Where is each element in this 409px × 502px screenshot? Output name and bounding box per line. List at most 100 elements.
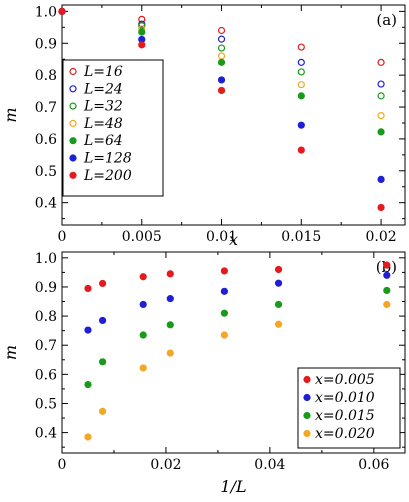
legend-marker [69, 137, 77, 145]
data-point-L=128 [297, 121, 305, 129]
legend-label: L=64 [83, 133, 123, 149]
y-tick-label: 0.8 [35, 68, 57, 84]
legend-label: L=24 [83, 81, 123, 97]
y-tick-label: 0.6 [35, 132, 57, 148]
legend-marker [69, 119, 77, 128]
data-point-x=0.010 [139, 300, 147, 309]
y-tick-label: 0.7 [35, 338, 57, 354]
data-point-x=0.015 [220, 309, 229, 317]
data-point-x=0.020 [166, 349, 174, 357]
x-tick-label: 0 [58, 457, 67, 473]
data-point-L=200 [377, 203, 385, 212]
data-point-L=16 [297, 43, 305, 51]
data-point-L=32 [377, 92, 385, 100]
legend-marker [303, 375, 311, 384]
data-point-L=24 [297, 58, 305, 66]
data-point-x=0.010 [84, 326, 92, 334]
data-point-L=48 [377, 112, 385, 120]
x-tick-label: 0.04 [254, 457, 285, 473]
data-point-L=48 [297, 81, 305, 89]
data-point-x=0.005 [220, 267, 229, 275]
data-point-x=0.020 [383, 300, 391, 309]
plot-frame [61, 251, 406, 454]
legend-marker [69, 171, 77, 179]
data-point-x=0.015 [139, 331, 147, 339]
y-tick-label: 0.8 [35, 309, 57, 325]
data-point-x=0.005 [139, 273, 147, 281]
data-point-x=0.005 [166, 270, 174, 278]
data-point-L=24 [377, 80, 385, 88]
legend-marker [69, 154, 77, 162]
data-point-x=0.005 [84, 284, 92, 293]
plot-frame [61, 4, 406, 226]
legend-box [297, 367, 401, 449]
x-tick-label: 0.005 [122, 229, 162, 245]
data-point-L=48 [217, 52, 226, 60]
data-point-L=200 [138, 41, 146, 49]
data-point-x=0.005 [274, 265, 283, 274]
data-point-L=64 [377, 128, 385, 136]
x-axis-label: 1/L [220, 477, 246, 496]
x-axis-label: x [229, 230, 238, 249]
legend-label: x=0.005 [315, 372, 375, 388]
data-point-L=32 [297, 68, 305, 76]
data-point-L=64 [138, 28, 146, 36]
data-point-x=0.010 [99, 316, 107, 325]
y-axis-label: m [1, 107, 20, 122]
y-tick-label: 0.9 [35, 36, 57, 52]
y-tick-label: 0.6 [35, 367, 57, 383]
data-point-x=0.010 [166, 295, 174, 303]
legend-label: L=48 [83, 116, 123, 132]
legend-marker [303, 429, 311, 438]
data-point-x=0.010 [383, 271, 391, 279]
data-point-x=0.020 [220, 331, 229, 339]
y-tick-label: 1.0 [35, 4, 57, 20]
legend-marker [69, 102, 77, 110]
x-tick-label: 0.06 [358, 457, 389, 473]
data-point-x=0.015 [383, 286, 391, 295]
x-tick-label: 0.02 [365, 229, 396, 245]
data-point-L=64 [297, 92, 305, 100]
data-point-x=0.010 [274, 279, 283, 287]
data-point-L=24 [217, 35, 226, 43]
x-tick-label: 0.015 [281, 229, 321, 245]
data-point-L=16 [217, 26, 226, 35]
y-tick-label: 0.4 [35, 196, 57, 212]
legend-label: L=200 [83, 168, 132, 184]
data-point-L=64 [217, 58, 226, 66]
legend-label: L=16 [83, 64, 123, 80]
y-tick-label: 1.0 [35, 251, 57, 267]
y-axis-label: m [1, 345, 20, 360]
data-point-L=200 [297, 146, 305, 154]
x-tick-label: 0.01 [206, 229, 237, 245]
data-point-L=128 [217, 76, 226, 84]
legend-marker [69, 85, 77, 93]
legend-marker [69, 67, 77, 76]
legend-marker [303, 411, 311, 420]
legend-label: x=0.015 [315, 408, 375, 424]
data-point-x=0.015 [166, 321, 174, 329]
data-point-L=16 [377, 58, 385, 66]
panel-label: (a) [376, 11, 397, 29]
data-point-x=0.015 [99, 358, 107, 366]
y-tick-label: 0.5 [35, 164, 57, 180]
legend-label: x=0.020 [315, 426, 375, 442]
panel-b: 00.020.040.060.40.50.60.70.80.91.01/Lm(b… [1, 251, 406, 496]
legend-box [62, 59, 164, 197]
panel-a: 0 0.005 0.01 0.015 0.02 0.4 0.5 0.6 0.7 0.8 0.9 1.0… [1, 4, 406, 249]
data-point-x=0.020 [84, 433, 92, 441]
data-point-x=0.005 [99, 279, 107, 288]
legend-label: x=0.010 [315, 390, 375, 406]
y-tick-label: 0.9 [35, 280, 57, 296]
legend-marker [303, 393, 311, 402]
data-point-L=200 [217, 86, 226, 95]
data-point-x=0.020 [99, 407, 107, 415]
legend-label: L=32 [83, 99, 123, 115]
data-point-x=0.015 [84, 380, 92, 389]
data-point-x=0.020 [139, 364, 147, 372]
y-tick-label: 0.4 [35, 426, 57, 442]
x-tick-label: 0 [58, 229, 67, 245]
data-point-L=32 [217, 44, 226, 52]
data-point-x=0.020 [274, 320, 283, 328]
